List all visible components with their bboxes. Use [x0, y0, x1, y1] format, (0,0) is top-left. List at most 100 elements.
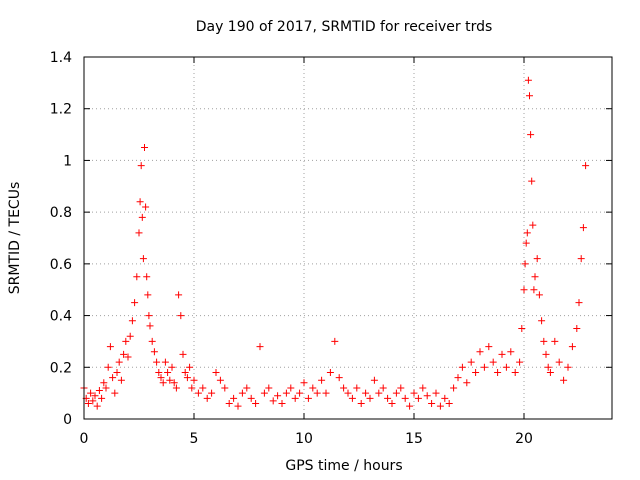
data-point	[379, 384, 387, 392]
data-point	[95, 387, 103, 395]
data-point	[168, 363, 176, 371]
data-point	[265, 384, 273, 392]
data-point	[144, 291, 152, 299]
data-point	[252, 399, 260, 407]
data-point	[410, 389, 418, 397]
y-tick-label: 0.8	[50, 205, 72, 221]
data-point	[441, 394, 449, 402]
data-point	[291, 394, 299, 402]
data-point	[582, 162, 590, 170]
data-point	[175, 291, 183, 299]
grid-lines	[84, 57, 612, 419]
data-point	[375, 389, 383, 397]
data-point	[148, 337, 156, 345]
data-point	[194, 389, 202, 397]
chart-title: Day 190 of 2017, SRMTID for receiver trd…	[196, 19, 493, 35]
data-point	[282, 389, 290, 397]
data-point	[225, 399, 233, 407]
data-point	[485, 343, 493, 351]
data-point	[458, 363, 466, 371]
data-point	[535, 291, 543, 299]
data-points	[80, 76, 590, 410]
y-tick-label: 0	[63, 412, 72, 428]
data-point	[518, 325, 526, 332]
data-point	[322, 389, 330, 397]
data-point	[528, 177, 536, 185]
data-point	[128, 317, 136, 325]
data-point	[287, 384, 295, 392]
data-point	[370, 376, 378, 384]
data-point	[573, 325, 581, 332]
data-point	[131, 299, 139, 307]
data-point	[104, 363, 112, 371]
x-tick-label: 15	[405, 431, 423, 447]
data-point	[133, 273, 141, 281]
data-point	[436, 402, 444, 410]
data-point	[190, 376, 198, 384]
data-point	[540, 337, 548, 345]
data-point	[111, 389, 119, 397]
data-point	[109, 374, 117, 382]
x-tick-label: 5	[190, 431, 199, 447]
data-point	[157, 374, 165, 382]
data-point	[401, 394, 409, 402]
data-point	[304, 394, 312, 402]
data-point	[188, 384, 196, 392]
data-point	[126, 332, 134, 340]
data-point	[527, 131, 535, 139]
data-point	[117, 376, 125, 384]
data-point	[199, 384, 207, 392]
data-point	[357, 399, 365, 407]
data-point	[100, 379, 108, 387]
data-point	[300, 379, 308, 387]
data-point	[137, 162, 145, 170]
plot-frame	[83, 56, 613, 420]
data-point	[296, 389, 304, 397]
data-point	[138, 213, 146, 221]
data-point	[530, 286, 538, 294]
data-point	[208, 389, 216, 397]
x-tick-label: 10	[295, 431, 313, 447]
data-point	[476, 348, 484, 356]
data-point	[445, 399, 453, 407]
data-point	[423, 392, 431, 400]
data-point	[472, 368, 480, 376]
data-point	[170, 379, 178, 387]
data-point	[115, 358, 123, 366]
data-point	[212, 368, 220, 376]
data-point	[84, 399, 92, 407]
data-point	[542, 350, 550, 358]
data-point	[153, 358, 161, 366]
data-point	[278, 399, 286, 407]
data-point	[502, 363, 510, 371]
data-point	[98, 394, 106, 402]
y-tick-label: 1	[63, 153, 72, 169]
data-point	[564, 363, 572, 371]
data-point	[348, 394, 356, 402]
data-point	[122, 337, 130, 345]
data-point	[454, 374, 462, 382]
data-point	[526, 92, 533, 100]
data-point	[135, 229, 143, 237]
data-point	[551, 337, 559, 345]
data-point	[575, 299, 583, 307]
data-point	[507, 348, 515, 356]
data-point	[538, 317, 546, 325]
data-point	[150, 348, 158, 356]
data-point	[353, 384, 361, 392]
data-point	[164, 368, 172, 376]
data-point	[392, 389, 400, 397]
data-point	[141, 144, 148, 151]
data-point	[155, 368, 163, 376]
data-point	[159, 379, 167, 387]
y-tick-label: 1.4	[50, 50, 72, 66]
data-point	[340, 384, 348, 392]
data-point	[161, 358, 169, 366]
data-point	[318, 376, 326, 384]
data-point	[511, 368, 519, 376]
y-tick-label: 0.2	[50, 360, 72, 376]
data-point	[186, 363, 194, 371]
data-point	[523, 229, 531, 237]
data-point	[533, 255, 541, 263]
data-point	[274, 392, 282, 400]
